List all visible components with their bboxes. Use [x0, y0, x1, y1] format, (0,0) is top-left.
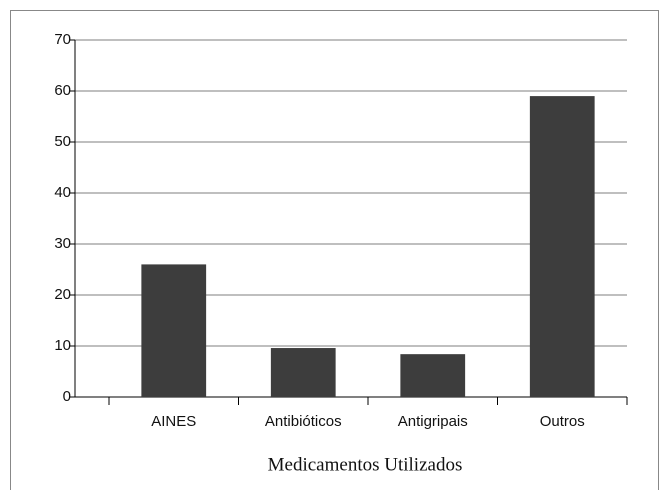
x-tick-label: AINES [151, 413, 196, 430]
bar [270, 348, 336, 397]
bar [529, 96, 595, 397]
bar [400, 354, 466, 397]
x-tick-label: Outros [540, 413, 585, 430]
x-axis-label: Medicamentos Utilizados [268, 454, 463, 475]
x-tick-label: Antigripais [398, 413, 468, 430]
y-tick-label: 60 [54, 82, 71, 99]
x-tick-label: Antibióticos [265, 413, 342, 430]
y-tick-label: 40 [54, 184, 71, 201]
y-tick-label: 10 [54, 337, 71, 354]
bar [141, 264, 207, 397]
frame [10, 10, 659, 490]
y-tick-label: 70 [54, 31, 71, 48]
y-tick-label: 0 [63, 388, 71, 405]
y-tick-label: 20 [54, 286, 71, 303]
y-tick-label: 50 [54, 133, 71, 150]
y-tick-label: 30 [54, 235, 71, 252]
